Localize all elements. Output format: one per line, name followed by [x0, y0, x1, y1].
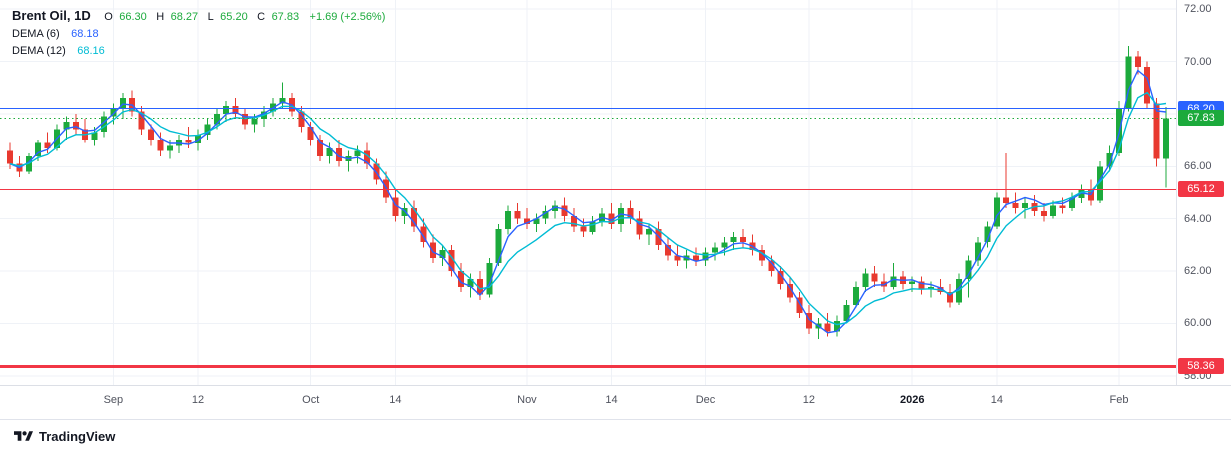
- tradingview-link[interactable]: TradingView: [14, 429, 115, 444]
- ohlc-high-label: H: [156, 11, 165, 23]
- price-axis-label: 66.00: [1184, 160, 1212, 173]
- legend: Brent Oil, 1D O 66.30 H 68.27 L 65.20 C …: [12, 7, 385, 58]
- candlestick-chart[interactable]: [0, 0, 1176, 385]
- price-change: +1.69 (+2.56%): [309, 11, 386, 23]
- price-axis-label: 70.00: [1184, 55, 1212, 68]
- ohlc-low-label: L: [207, 11, 214, 23]
- price-axis-label: 64.00: [1184, 212, 1212, 225]
- chart-row: Brent Oil, 1D O 66.30 H 68.27 L 65.20 C …: [0, 0, 1231, 385]
- ohlc-close-label: C: [257, 11, 266, 23]
- ohlc-close-value: 67.83: [271, 11, 300, 23]
- time-axis-label: Sep: [103, 394, 124, 406]
- time-axis-label: 12: [802, 394, 815, 406]
- price-axis-label: 62.00: [1184, 265, 1212, 278]
- price-level-badge: 67.83: [1178, 110, 1224, 127]
- time-axis-label: 14: [389, 394, 402, 406]
- price-axis[interactable]: 72.0070.0068.0066.0064.0062.0060.0058.00…: [1176, 0, 1231, 385]
- ohlc-open-label: O: [104, 11, 113, 23]
- legend-indicator-dema-12[interactable]: DEMA (12) 68.16: [12, 41, 385, 58]
- footer-bar: TradingView: [0, 419, 1231, 452]
- chart-area: Brent Oil, 1D O 66.30 H 68.27 L 65.20 C …: [0, 0, 1176, 385]
- tradingview-logo-icon: [14, 431, 33, 441]
- time-axis-label: Feb: [1109, 394, 1129, 406]
- brand-text: TradingView: [39, 429, 116, 444]
- time-axis-label: Nov: [517, 394, 537, 406]
- time-axis-label: 2026: [899, 394, 925, 406]
- dema6-name: DEMA (6): [12, 28, 60, 40]
- price-axis-label: 72.00: [1184, 3, 1212, 16]
- dema12-value: 68.16: [77, 45, 105, 57]
- time-axis-label: Oct: [302, 394, 320, 406]
- symbol-title: Brent Oil, 1D: [12, 8, 91, 23]
- dema6-value: 68.18: [71, 28, 99, 40]
- time-axis-label: 14: [605, 394, 618, 406]
- time-axis-label: 12: [191, 394, 205, 406]
- ohlc-high-value: 68.27: [170, 11, 199, 23]
- time-axis-label: 14: [990, 394, 1003, 406]
- time-axis[interactable]: Sep 12 Oct 14 Nov 14 Dec 12 2026 14 Feb: [0, 385, 1231, 419]
- dema12-name: DEMA (12): [12, 45, 66, 57]
- price-level-badge: 65.12: [1178, 181, 1224, 198]
- time-axis-label: Dec: [695, 394, 716, 406]
- price-axis-label: 60.00: [1184, 317, 1212, 330]
- ohlc-open-value: 66.30: [119, 11, 147, 23]
- ohlc-low-value: 65.20: [220, 11, 248, 23]
- legend-indicator-dema-6[interactable]: DEMA (6) 68.18: [12, 24, 385, 41]
- symbol-row[interactable]: Brent Oil, 1D O 66.30 H 68.27 L 65.20 C …: [12, 7, 385, 24]
- price-level-badge: 58.36: [1178, 358, 1224, 375]
